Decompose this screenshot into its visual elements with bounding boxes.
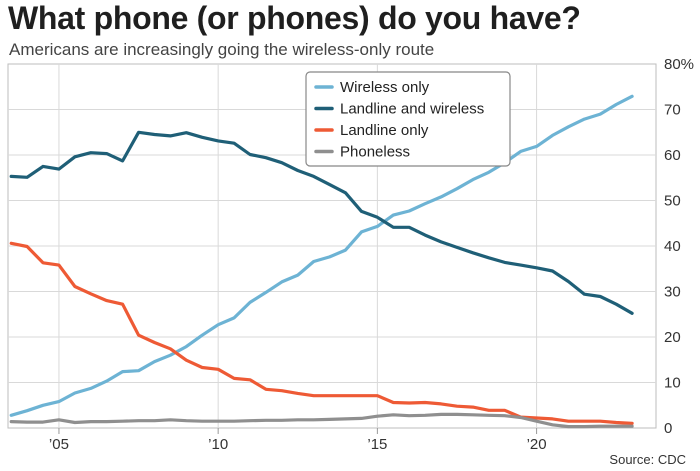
- source-note: Source: CDC: [609, 452, 686, 467]
- axes: 0 10 20 30 40 50 60 70 80% ’05 ’10 ’15 ’20: [49, 56, 694, 453]
- series-line-phoneless: [9, 412, 634, 429]
- y-tick-label: 70: [664, 102, 681, 119]
- series-line-landline-only: [9, 241, 634, 425]
- legend: Wireless only Landline and wireless Landli…: [305, 71, 511, 167]
- series-lines: [9, 94, 634, 429]
- series-line-landline-and-wireless: [9, 130, 634, 315]
- legend-label: Wireless only: [340, 79, 430, 96]
- series-line-wireless-only: [9, 94, 634, 417]
- x-tick-label: ’10: [208, 436, 228, 453]
- y-tick-label: 80%: [664, 56, 694, 73]
- y-tick-label: 40: [664, 238, 681, 255]
- y-tick-label: 50: [664, 193, 681, 210]
- y-tick-label: 0: [664, 420, 672, 437]
- y-tick-label: 60: [664, 147, 681, 164]
- x-tick-label: ’20: [527, 436, 547, 453]
- legend-box: [305, 71, 511, 167]
- legend-label: Landline only: [340, 122, 429, 139]
- x-tick-label: ’05: [49, 436, 69, 453]
- chart-subtitle: Americans are increasingly going the wir…: [9, 40, 435, 59]
- legend-label: Phoneless: [340, 144, 410, 161]
- chart-title: What phone (or phones) do you have?: [8, 0, 581, 36]
- legend-label: Landline and wireless: [340, 101, 484, 118]
- y-tick-label: 20: [664, 329, 681, 346]
- x-tick-label: ’15: [367, 436, 387, 453]
- y-tick-label: 10: [664, 375, 681, 392]
- y-tick-label: 30: [664, 284, 681, 301]
